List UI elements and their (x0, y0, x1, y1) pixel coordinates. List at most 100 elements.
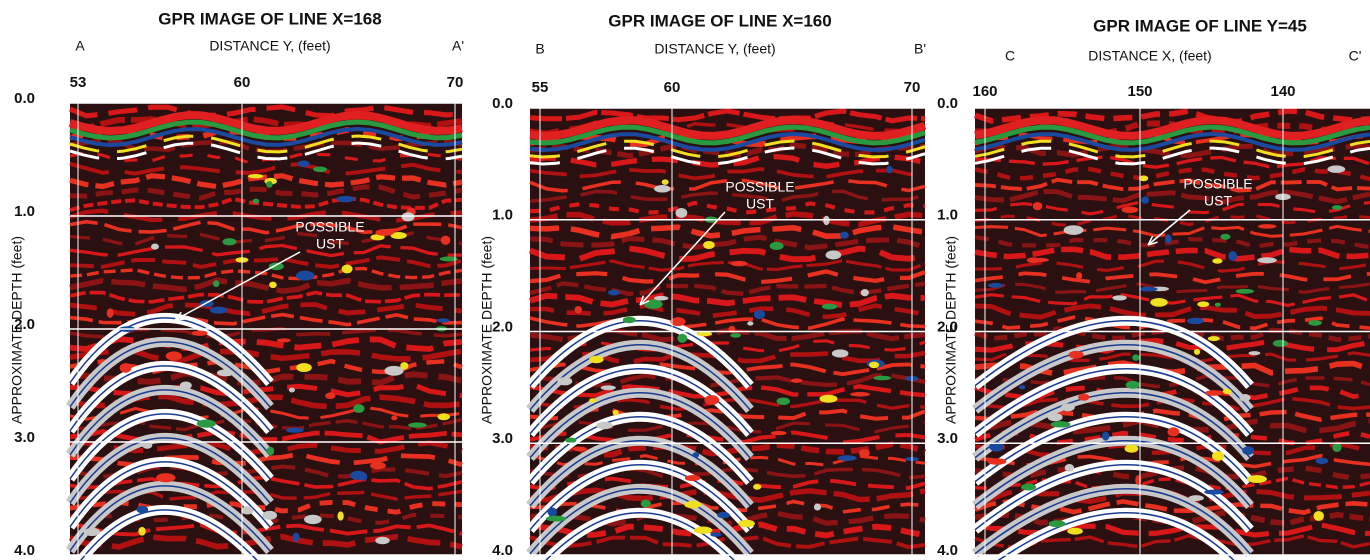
depth-tick-label: 4.0 (492, 542, 513, 559)
reflection-blob (837, 455, 857, 462)
reflection-blob (1211, 451, 1225, 461)
reflection-blob (821, 303, 838, 310)
reflection-blob (1150, 297, 1168, 307)
reflection-blob (360, 472, 368, 481)
reflection-blob (1021, 483, 1037, 491)
hyperbola-edge (529, 319, 751, 387)
reflection-band (69, 255, 463, 270)
annotation: POSSIBLE (295, 219, 364, 235)
reflection-blob (440, 235, 451, 245)
reflection-blob (840, 231, 849, 239)
hyperbola-edge (529, 487, 751, 555)
reflection-band (69, 266, 463, 281)
reflection-band (69, 489, 463, 501)
reflection-blob (710, 532, 722, 537)
reflection-blob (1331, 205, 1343, 210)
radargram-texture (65, 104, 463, 560)
surface-reflector (529, 124, 926, 146)
surface-reflector (974, 139, 1370, 159)
reflection-band (69, 302, 463, 317)
reflection-band (974, 303, 1370, 320)
reflection-blob (1121, 206, 1139, 214)
annotation-arrow (1147, 209, 1191, 246)
reflection-blob (391, 415, 398, 421)
reflection-band (974, 374, 1370, 389)
reflection-band (974, 509, 1370, 527)
reflection-band (69, 499, 463, 515)
reflection-blob (654, 295, 669, 301)
reflection-band (974, 235, 1370, 250)
reflection-band (529, 108, 926, 124)
reflection-blob (1076, 272, 1083, 280)
reflection-blob (136, 505, 149, 514)
reflection-band (974, 351, 1370, 365)
reflection-blob (191, 330, 208, 336)
reflection-blob (547, 507, 558, 517)
reflection-blob (106, 308, 114, 318)
reflection-blob (730, 260, 748, 267)
depth-tick-label: 0.0 (937, 95, 958, 112)
reflection-blob (704, 395, 720, 405)
reflection-blob (288, 387, 295, 393)
reflection-band (529, 292, 926, 309)
reflection-band (69, 184, 463, 201)
reflection-blob (1141, 196, 1149, 204)
reflection-blob (696, 331, 713, 337)
reflection-blob (295, 270, 315, 281)
surface-reflector (529, 115, 927, 141)
reflection-blob (268, 262, 284, 271)
depth-tick-label: 2.0 (492, 318, 513, 335)
hyperbola-edge (974, 368, 1251, 435)
hyperbola-edge (974, 392, 1251, 459)
reflection-blob (753, 309, 765, 319)
surface-reflector (529, 139, 926, 159)
reflection-blob (988, 282, 1003, 288)
reflection-band (69, 161, 463, 176)
reflection-blob (703, 240, 715, 250)
reflection-band (529, 521, 926, 539)
reflection-blob (337, 511, 344, 521)
gpr-panel: 0.0 1.0 2.0 3.0 4.0 55 60 70 GPR IMAGE OF LINE X… (479, 11, 927, 560)
reflection-blob (165, 351, 183, 361)
depth-tick-label: 1.0 (937, 207, 958, 224)
reflection-band (69, 196, 463, 212)
reflection-band (529, 281, 926, 296)
depth-tick-label: 2.0 (937, 318, 958, 335)
surface-reflector (974, 124, 1370, 146)
reflection-blob (1139, 286, 1158, 292)
distance-axis-label: DISTANCE Y, (feet) (209, 38, 330, 54)
reflection-blob (1067, 527, 1083, 535)
reflection-blob (1138, 175, 1149, 182)
depth-tick-label: 3.0 (14, 429, 35, 446)
reflection-blob (825, 250, 842, 260)
radargram-texture (971, 108, 1370, 560)
reflection-blob (1332, 442, 1342, 453)
reflection-blob (1068, 350, 1084, 359)
reflection-blob (1220, 233, 1231, 240)
reflection-blob (1327, 165, 1346, 173)
reflection-band (974, 408, 1370, 422)
line-start: B (535, 41, 544, 57)
reflection-blob (400, 362, 409, 370)
reflection-blob (640, 499, 651, 508)
annotation: POSSIBLE (725, 179, 794, 195)
hyperbola-edge (974, 488, 1251, 555)
reflection-band (529, 178, 926, 193)
reflection-blob (588, 398, 597, 403)
distance-tick-label: 70 (447, 74, 464, 91)
distance-axis-label: DISTANCE X, (feet) (1088, 48, 1211, 64)
reflection-band (529, 430, 926, 445)
hyperbola-edge (529, 367, 751, 435)
annotation-arrow (174, 251, 301, 321)
reflection-blob (266, 181, 273, 188)
reflection-blob (384, 365, 404, 376)
reflection-blob (212, 280, 220, 288)
distance-tick-label: 53 (70, 74, 87, 91)
reflection-blob (1030, 257, 1050, 263)
reflection-blob (858, 448, 870, 458)
reflection-band (975, 259, 1370, 273)
reflection-blob (297, 160, 310, 168)
reflection-blob (1214, 302, 1221, 307)
distance-tick-label: 160 (972, 83, 997, 100)
reflection-blob (156, 473, 176, 483)
